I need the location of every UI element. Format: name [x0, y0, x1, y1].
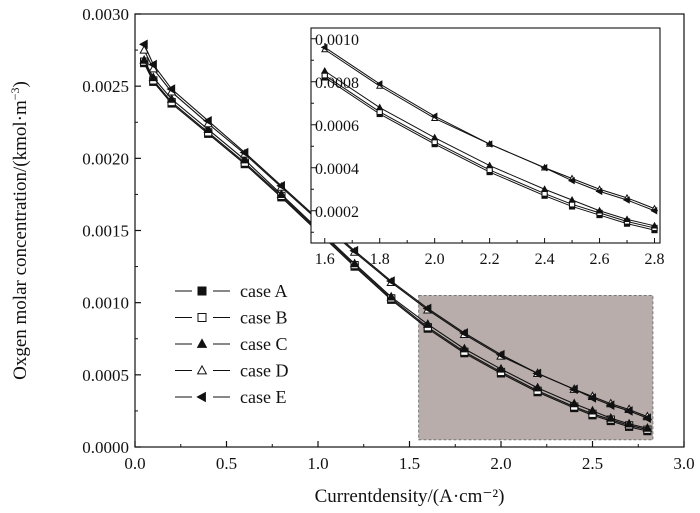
data-point-case-E [276, 180, 285, 191]
y-tick-label: 0.0010 [82, 294, 129, 313]
y-axis-label-main: Oxgen molar concentration/(kmol·m [10, 100, 31, 380]
legend-marker [196, 338, 208, 348]
data-point-case-E [642, 413, 651, 423]
data-point-case-C [166, 93, 177, 103]
inset-data-point-case-C [430, 133, 439, 141]
inset-x-tick-label: 1.8 [370, 251, 390, 268]
x-tick-label: 3.0 [673, 454, 694, 473]
data-point-case-C [203, 124, 214, 134]
inset-data-point-case-C [321, 66, 329, 74]
inset-x-tick-label: 2.0 [425, 251, 445, 268]
data-point-case-C [459, 343, 470, 353]
inset-data-point-case-C [485, 161, 494, 169]
x-axis-label: Currentdensity/(A·cm⁻²) [315, 486, 505, 507]
x-tick-label: 2.0 [490, 454, 511, 473]
y-axis-label-close: ) [10, 81, 31, 87]
data-point-case-C [569, 398, 580, 408]
inset-y-tick-label: 0.0010 [315, 32, 359, 49]
data-point-case-E [623, 406, 633, 416]
inset-data-point-case-C [595, 206, 604, 214]
inset-chart: 1.6 1.8 2.0 2.2 2.4 2.6 2.8 0.0002 0.0004 0.0006 0… [310, 27, 665, 268]
data-point-case-E [495, 349, 505, 360]
x-tick-label: 1.5 [399, 454, 420, 473]
zoom-highlight-region [418, 294, 654, 441]
data-point-case-C [532, 382, 543, 392]
inset-data-point-case-E [568, 176, 575, 185]
data-point-case-E [459, 328, 468, 338]
inset-data-point-case-E [540, 164, 548, 172]
y-tick-label: 0.0000 [82, 438, 129, 457]
data-point-case-E [166, 84, 176, 94]
inset-x-tick-label: 2.6 [590, 251, 610, 268]
y-tick-label: 0.0005 [82, 366, 129, 385]
y-axis-label-superscript: −3 [8, 87, 22, 100]
x-tick-label: 0.0 [124, 454, 145, 473]
legend-marker [197, 286, 207, 296]
y-tick-label: 0.0025 [82, 77, 129, 96]
data-point-case-E [569, 384, 578, 395]
data-point-case-C [587, 405, 598, 415]
inset-data-point-case-E [485, 140, 493, 148]
data-point-case-C [139, 55, 149, 64]
y-tick-label: 0.0020 [82, 149, 129, 168]
data-point-case-E [148, 59, 157, 70]
inset-data-point-case-E [595, 187, 603, 196]
inset-data-point-case-C [623, 215, 631, 223]
y-tick-label: 0.0015 [82, 222, 129, 241]
legend-marker [196, 364, 208, 375]
x-tick-label: 0.5 [216, 454, 237, 473]
legend-label: case B [240, 308, 287, 328]
data-point-case-C [642, 423, 653, 432]
legend-label: case C [240, 334, 287, 354]
main-series-group [138, 39, 653, 436]
legend-marker [196, 391, 206, 403]
legend-marker [197, 313, 207, 322]
inset-x-tick-label: 1.6 [315, 251, 335, 268]
inset-y-tick-label: 0.0002 [315, 204, 359, 221]
inset-data-point-case-E [430, 112, 438, 120]
legend-label: case D [240, 361, 288, 381]
data-point-case-C [422, 319, 433, 328]
inset-data-point-case-C [375, 103, 384, 111]
data-point-case-E [386, 276, 395, 286]
y-axis-label: Oxgen molar concentration/(kmol·m−3) [8, 81, 31, 380]
data-point-case-C [624, 418, 634, 428]
data-point-case-C [276, 189, 287, 198]
inset-data-point-case-E [650, 207, 658, 215]
inset-data-point-case-C [540, 185, 549, 192]
inset-frame [310, 27, 661, 244]
data-point-case-C [386, 291, 397, 301]
inset-x-tick-label: 2.2 [480, 251, 500, 268]
x-tick-label: 2.5 [582, 454, 603, 473]
data-point-case-E [532, 368, 542, 379]
data-point-case-C [605, 412, 616, 422]
legend-label: case A [240, 281, 287, 301]
data-point-case-C [496, 363, 506, 373]
data-point-case-C [239, 154, 250, 164]
data-point-case-E [422, 303, 432, 314]
data-point-case-E [587, 393, 597, 403]
inset-data-point-case-E [375, 80, 383, 88]
inset-x-tick-label: 2.8 [645, 251, 665, 268]
data-point-case-E [203, 116, 212, 126]
data-point-case-E [239, 147, 249, 158]
y-tick-label: 0.0030 [82, 5, 129, 24]
data-point-case-E [349, 245, 359, 256]
legend-label: case E [240, 387, 286, 407]
inset-data-point-case-E [320, 43, 328, 52]
data-point-case-C [148, 72, 159, 82]
inset-data-point-case-E [622, 196, 630, 204]
data-point-case-E [605, 400, 615, 410]
data-point-case-C [349, 258, 360, 268]
inset-y-tick-label: 0.0006 [315, 118, 359, 135]
inset-data-point-case-C [650, 221, 659, 229]
inset-y-tick-label: 0.0004 [315, 161, 359, 178]
legend: case A case B case C case D case E [175, 281, 288, 407]
data-point-case-E [138, 39, 148, 50]
inset-data-point-case-C [568, 195, 576, 203]
x-tick-label: 1.0 [307, 454, 328, 473]
inset-x-tick-label: 2.4 [535, 251, 555, 268]
